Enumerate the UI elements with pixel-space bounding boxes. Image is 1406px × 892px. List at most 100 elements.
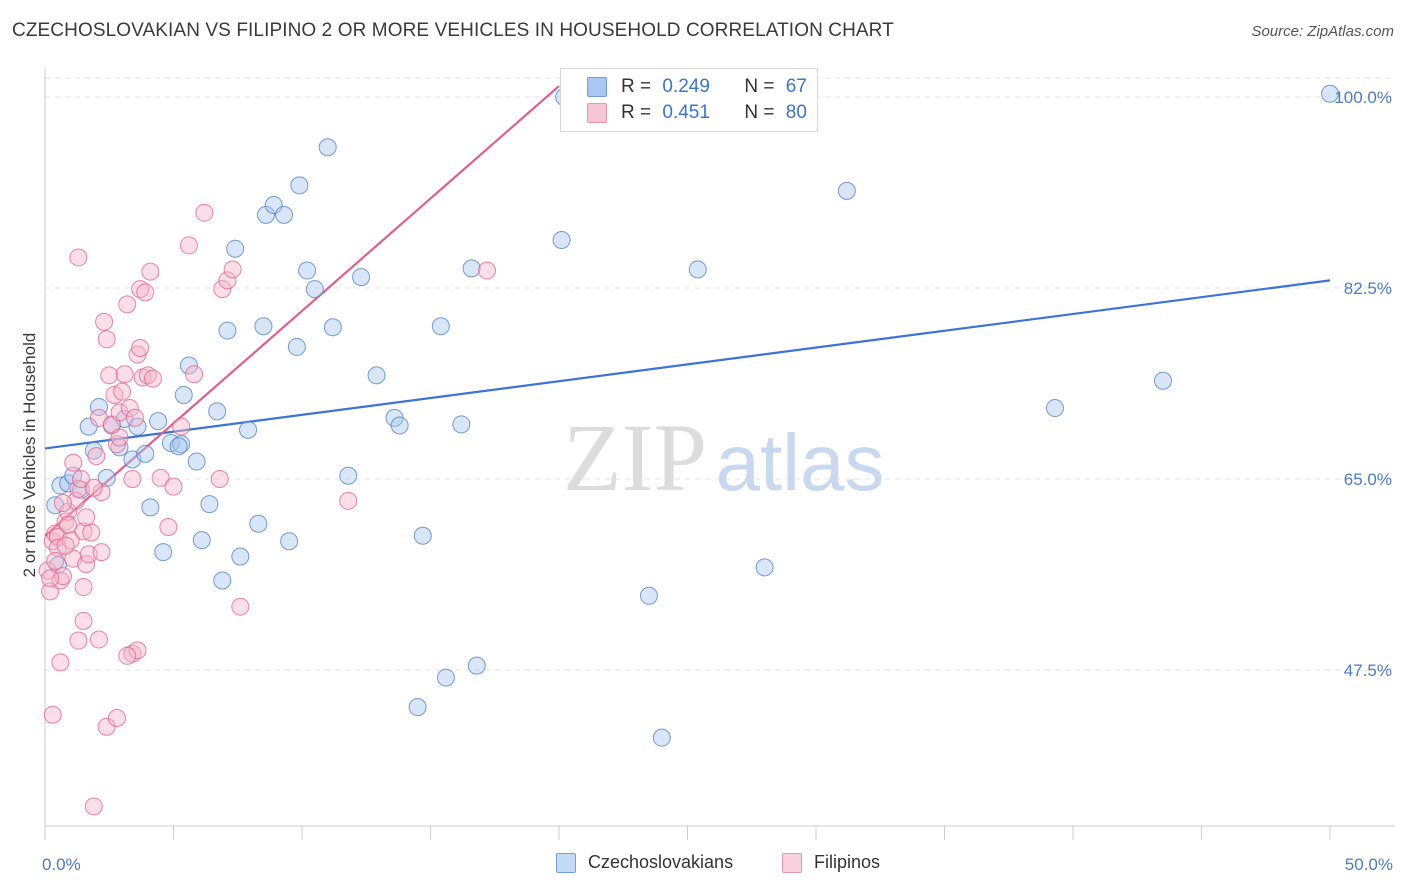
chart-source: Source: ZipAtlas.com [1251, 23, 1394, 40]
legend-r-value: 0.249 [662, 76, 710, 97]
data-point-filipinos [84, 797, 103, 816]
legend-n-label: N = [744, 76, 775, 97]
data-point-filipinos [74, 522, 93, 541]
data-point-filipinos [53, 494, 72, 513]
data-point-czechoslovakians [141, 498, 160, 517]
data-point-czechoslovakians [352, 268, 371, 287]
data-point-filipinos [118, 295, 137, 314]
legend-r-label: R = [621, 76, 652, 97]
data-point-czechoslovakians [1321, 84, 1339, 103]
data-point-filipinos [95, 312, 114, 331]
data-point-filipinos [41, 569, 60, 588]
data-point-filipinos [61, 531, 80, 550]
data-point-filipinos [84, 478, 103, 497]
data-point-czechoslovakians [408, 698, 427, 717]
data-point-filipinos [213, 280, 232, 299]
data-point-filipinos [123, 470, 142, 488]
data-point-filipinos [131, 339, 150, 358]
data-point-filipinos [478, 261, 497, 280]
data-point-czechoslovakians [208, 402, 227, 421]
data-point-czechoslovakians [218, 321, 237, 340]
data-point-czechoslovakians [305, 280, 324, 299]
data-point-filipinos [141, 262, 160, 281]
bottom-legend-label: Filipinos [814, 852, 881, 872]
data-point-czechoslovakians [413, 526, 432, 545]
data-point-czechoslovakians [169, 437, 188, 456]
data-point-filipinos [92, 543, 111, 562]
data-point-czechoslovakians [187, 452, 206, 471]
y-axis-label: 2 or more Vehicles in Household [20, 333, 39, 578]
data-point-czechoslovakians [652, 728, 671, 747]
data-point-filipinos [164, 477, 183, 496]
x-tick-label: 50.0% [1345, 855, 1393, 874]
bottom-legend-czechoslovakians[interactable]: Czechoslovakians [556, 852, 733, 873]
data-point-filipinos [74, 578, 93, 597]
data-point-filipinos [82, 523, 101, 542]
data-point-filipinos [195, 203, 214, 222]
data-point-czechoslovakians [174, 385, 193, 404]
chart-title: CZECHOSLOVAKIAN VS FILIPINO 2 OR MORE VE… [12, 20, 894, 41]
data-point-czechoslovakians [323, 318, 342, 337]
data-point-czechoslovakians [280, 532, 299, 551]
data-point-czechoslovakians [192, 531, 211, 550]
data-point-czechoslovakians [200, 495, 219, 514]
data-point-filipinos [120, 399, 139, 418]
data-point-filipinos [159, 518, 178, 537]
data-point-czechoslovakians [688, 260, 707, 279]
legend-box: R = 0.249 N = 67 R = 0.451 N = 80 [560, 68, 818, 132]
data-point-czechoslovakians [290, 176, 309, 195]
data-point-czechoslovakians [257, 205, 276, 224]
data-points [38, 84, 1339, 816]
data-point-czechoslovakians [837, 181, 856, 200]
y-tick-label: 65.0% [1344, 470, 1392, 489]
data-point-czechoslovakians [436, 668, 455, 687]
data-point-czechoslovakians [97, 468, 116, 487]
data-point-czechoslovakians [1046, 399, 1065, 418]
y-tick-label: 100.0% [1334, 88, 1392, 107]
bottom-legend-swatch [556, 852, 576, 873]
trend-lines [44, 85, 1331, 537]
bottom-legend-swatch [782, 852, 802, 873]
data-point-czechoslovakians [390, 416, 409, 435]
data-point-filipinos [179, 236, 198, 255]
data-point-filipinos [185, 365, 204, 384]
data-point-czechoslovakians [239, 420, 258, 439]
data-point-filipinos [69, 248, 88, 267]
bottom-legend: Czechoslovakians Filipinos [0, 852, 1406, 876]
data-point-filipinos [223, 260, 242, 279]
data-point-czechoslovakians [339, 466, 358, 485]
legend-n-label: N = [744, 102, 775, 123]
data-point-filipinos [100, 366, 119, 385]
data-point-filipinos [71, 470, 90, 488]
data-point-filipinos [218, 271, 237, 290]
data-point-czechoslovakians [287, 337, 306, 356]
data-point-czechoslovakians [318, 138, 337, 157]
data-point-czechoslovakians [254, 317, 273, 336]
data-point-czechoslovakians [462, 259, 481, 278]
data-point-czechoslovakians [226, 239, 245, 258]
data-point-czechoslovakians [467, 656, 486, 675]
trend-line-czechoslovakians [44, 279, 1331, 450]
bottom-legend-filipinos[interactable]: Filipinos [782, 852, 880, 873]
data-point-filipinos [110, 428, 129, 447]
data-point-czechoslovakians [51, 476, 70, 495]
data-point-filipinos [136, 283, 155, 302]
data-point-filipinos [51, 653, 70, 672]
data-point-filipinos [125, 408, 144, 427]
data-point-filipinos [89, 630, 108, 649]
data-point-filipinos [107, 709, 126, 728]
data-point-czechoslovakians [431, 317, 450, 336]
data-point-filipinos [46, 524, 65, 543]
data-point-filipinos [231, 597, 250, 616]
data-point-czechoslovakians [367, 366, 386, 385]
watermark-atlas: atlas [716, 418, 885, 507]
data-point-filipinos [64, 453, 83, 472]
data-point-czechoslovakians [154, 543, 173, 562]
data-point-filipinos [210, 470, 229, 488]
legend-row-czechoslovakians: R = 0.249 N = 67 [587, 74, 807, 100]
data-point-filipinos [59, 515, 78, 534]
data-point-filipinos [74, 611, 93, 630]
data-point-czechoslovakians [179, 356, 198, 375]
data-point-filipinos [131, 280, 150, 299]
data-point-czechoslovakians [249, 514, 268, 533]
